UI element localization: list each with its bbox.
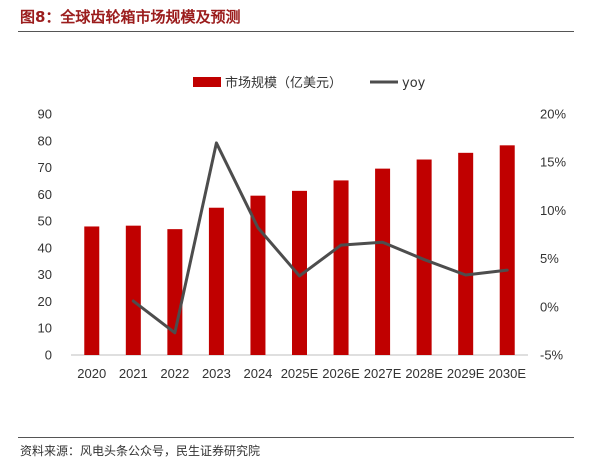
- bar-market-size: [292, 190, 307, 355]
- y-right-tick-label: -5%: [540, 348, 564, 363]
- legend-swatch-bar: [193, 77, 221, 87]
- bar-market-size: [208, 207, 224, 355]
- x-tick-label: 2025E: [281, 366, 319, 381]
- y-left-tick-label: 70: [38, 160, 52, 175]
- legend-label-line: yoy: [402, 76, 426, 91]
- bar-market-size: [167, 229, 183, 355]
- source-divider: [18, 437, 574, 438]
- y-left-tick-label: 30: [38, 267, 52, 282]
- bar-market-size: [125, 225, 141, 355]
- x-tick-label: 2026E: [322, 366, 360, 381]
- y-left-tick-label: 40: [38, 240, 52, 255]
- y-left-tick-label: 10: [38, 321, 52, 336]
- y-right-tick-label: 10%: [540, 203, 566, 218]
- y-right-tick-label: 15%: [540, 155, 566, 170]
- y-right-tick-label: 0%: [540, 299, 559, 314]
- bar-market-size: [250, 195, 266, 355]
- x-tick-label: 2020: [77, 366, 106, 381]
- title-divider: [18, 31, 574, 32]
- y-right-tick-label: 20%: [540, 107, 566, 122]
- figure-title: 图8：全球齿轮箱市场规模及预测: [20, 8, 241, 26]
- x-tick-label: 2029E: [447, 366, 485, 381]
- y-left-tick-label: 20: [38, 294, 52, 309]
- bar-market-size: [84, 226, 100, 355]
- x-tick-label: 2022: [160, 366, 189, 381]
- x-tick-label: 2023: [202, 366, 231, 381]
- source-note: 资料来源：风电头条公众号，民生证券研究院: [20, 444, 261, 458]
- y-left-tick-label: 80: [38, 133, 52, 148]
- bar-market-size: [499, 145, 515, 355]
- bar-market-size: [458, 152, 474, 355]
- yoy-line: [131, 141, 509, 335]
- y-left-tick-label: 0: [45, 348, 52, 363]
- legend-label-bar: 市场规模（亿美元）: [225, 75, 342, 91]
- bar-market-size: [375, 168, 391, 355]
- y-left-tick-label: 90: [38, 107, 52, 122]
- y-left-tick-label: 50: [38, 214, 52, 229]
- x-tick-label: 2021: [119, 366, 148, 381]
- bar-market-size: [333, 180, 349, 355]
- y-right-tick-label: 5%: [540, 251, 559, 266]
- x-tick-label: 2028E: [405, 366, 443, 381]
- bar-market-size: [416, 159, 432, 355]
- x-tick-label: 2027E: [364, 366, 402, 381]
- y-left-tick-label: 60: [38, 187, 52, 202]
- x-tick-label: 2030E: [488, 366, 526, 381]
- x-tick-label: 2024: [243, 366, 272, 381]
